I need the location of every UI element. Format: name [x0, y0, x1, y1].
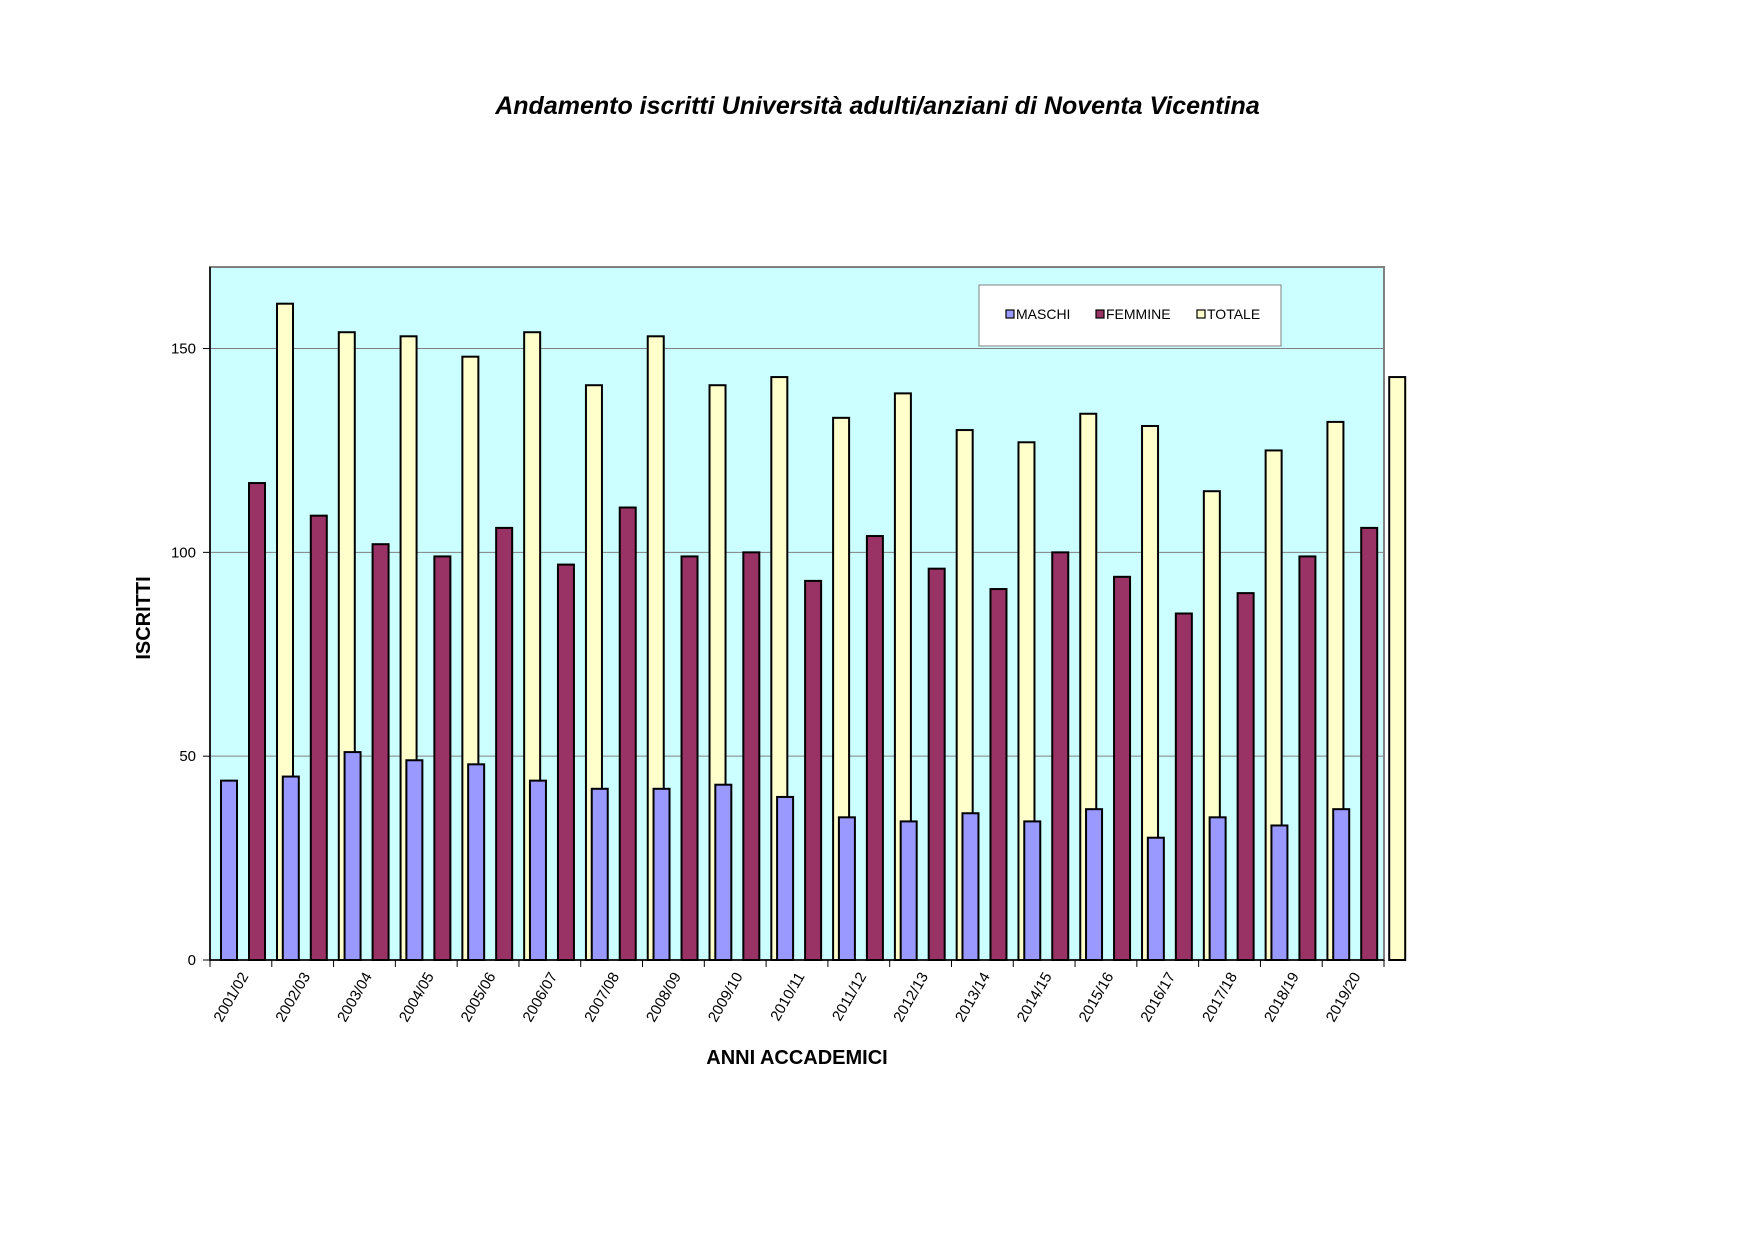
bar-femmine — [1298, 555, 1317, 961]
x-tick-label: 2017/18 — [1199, 970, 1241, 1025]
bar-femmine — [371, 543, 390, 961]
x-tick-label: 2016/17 — [1137, 970, 1179, 1025]
bar-maschi — [343, 751, 362, 961]
bar-maschi — [1332, 808, 1351, 961]
bar-maschi — [220, 779, 238, 962]
bar-maschi — [1270, 824, 1289, 961]
x-tick-label: 2008/09 — [643, 970, 685, 1025]
bar-group — [776, 416, 851, 961]
bar-femmine — [989, 588, 1008, 962]
legend-item-femmine: FEMMINE — [1095, 306, 1171, 322]
bar-femmine — [1360, 526, 1379, 961]
bar-maschi — [776, 795, 795, 961]
x-tick-label: 2001/02 — [211, 970, 253, 1025]
x-tick-label: 2013/14 — [952, 970, 994, 1025]
x-tick-label: 2014/15 — [1014, 970, 1056, 1025]
bar-maschi — [467, 763, 486, 961]
bar-maschi — [714, 783, 733, 962]
y-tick-labels: 0 50 100 150 — [171, 341, 196, 969]
bar-femmine — [495, 526, 514, 961]
x-tick-label: 2015/16 — [1076, 970, 1118, 1025]
bar-femmine — [742, 551, 761, 962]
bar-femmine — [1113, 575, 1132, 961]
bar-femmine — [433, 555, 452, 961]
bar-femmine — [248, 482, 266, 961]
bar-group — [343, 335, 418, 961]
legend-item-totale: TOTALE — [1196, 306, 1260, 322]
legend-box — [978, 284, 1282, 347]
bar-maschi — [837, 816, 856, 962]
bar-maschi — [1208, 816, 1227, 962]
bar-femmine — [865, 535, 884, 961]
bar-maschi — [528, 779, 547, 962]
x-tick-labels: 2001/02 2002/03 2003/04 2004/05 2005/06 2006/… — [211, 970, 1365, 1025]
x-tick-label: 2003/04 — [334, 970, 376, 1025]
bar-totale — [1388, 376, 1407, 961]
y-tick-label: 100 — [171, 544, 196, 561]
bar-femmine — [1051, 551, 1070, 962]
legend-item-maschi: MASCHI — [1005, 306, 1070, 322]
bar-maschi — [899, 820, 918, 962]
x-tick-label: 2009/10 — [705, 970, 747, 1025]
legend-swatch — [1196, 309, 1206, 319]
bar-maschi — [961, 812, 980, 962]
y-axis-title: ISCRITTI — [133, 576, 155, 659]
bar-maschi — [1023, 820, 1042, 962]
bar-maschi — [281, 775, 300, 962]
bar-maschi — [405, 759, 424, 961]
legend-swatch — [1095, 309, 1105, 319]
y-tick-label: 150 — [171, 341, 196, 358]
bar-group — [1332, 376, 1407, 961]
bar-femmine — [680, 555, 699, 961]
legend-label: FEMMINE — [1106, 306, 1171, 322]
bar-maschi — [652, 787, 671, 961]
x-tick-label: 2019/20 — [1323, 970, 1365, 1025]
legend-label: MASCHI — [1016, 306, 1070, 322]
x-tick-label: 2004/05 — [396, 970, 438, 1025]
bar-femmine — [1174, 612, 1193, 961]
x-axis-title: ANNI ACCADEMICI — [706, 1047, 887, 1069]
bar-femmine — [556, 563, 575, 961]
bar-femmine — [618, 506, 637, 961]
x-tick-label: 2012/13 — [890, 970, 932, 1025]
chart-title: Andamento iscritti Università adulti/anz… — [495, 92, 1260, 120]
axes — [203, 267, 1385, 967]
x-tick-label: 2006/07 — [519, 970, 561, 1025]
x-tick-label: 2005/06 — [458, 970, 500, 1025]
bar-femmine — [309, 514, 328, 962]
bar-femmine — [927, 567, 946, 961]
bar-maschi — [1146, 836, 1165, 961]
bar-maschi — [1085, 808, 1104, 961]
x-tick-label: 2011/12 — [829, 970, 870, 1024]
legend-label: TOTALE — [1207, 306, 1260, 322]
x-tick-label: 2018/19 — [1261, 970, 1303, 1025]
legend: MASCHI FEMMINE TOTALE — [978, 284, 1282, 347]
bar-femmine — [804, 579, 823, 961]
x-tick-label: 2002/03 — [272, 970, 314, 1025]
bar-group — [899, 429, 974, 962]
bars — [220, 302, 1407, 962]
legend-swatch — [1005, 309, 1015, 319]
bar-maschi — [590, 787, 609, 961]
bar-group — [220, 302, 294, 962]
y-tick-label: 0 — [188, 952, 196, 969]
x-tick-label: 2007/08 — [581, 970, 623, 1025]
y-tick-label: 50 — [179, 748, 196, 765]
bar-femmine — [1236, 592, 1255, 962]
x-tick-label: 2010/11 — [767, 970, 808, 1024]
